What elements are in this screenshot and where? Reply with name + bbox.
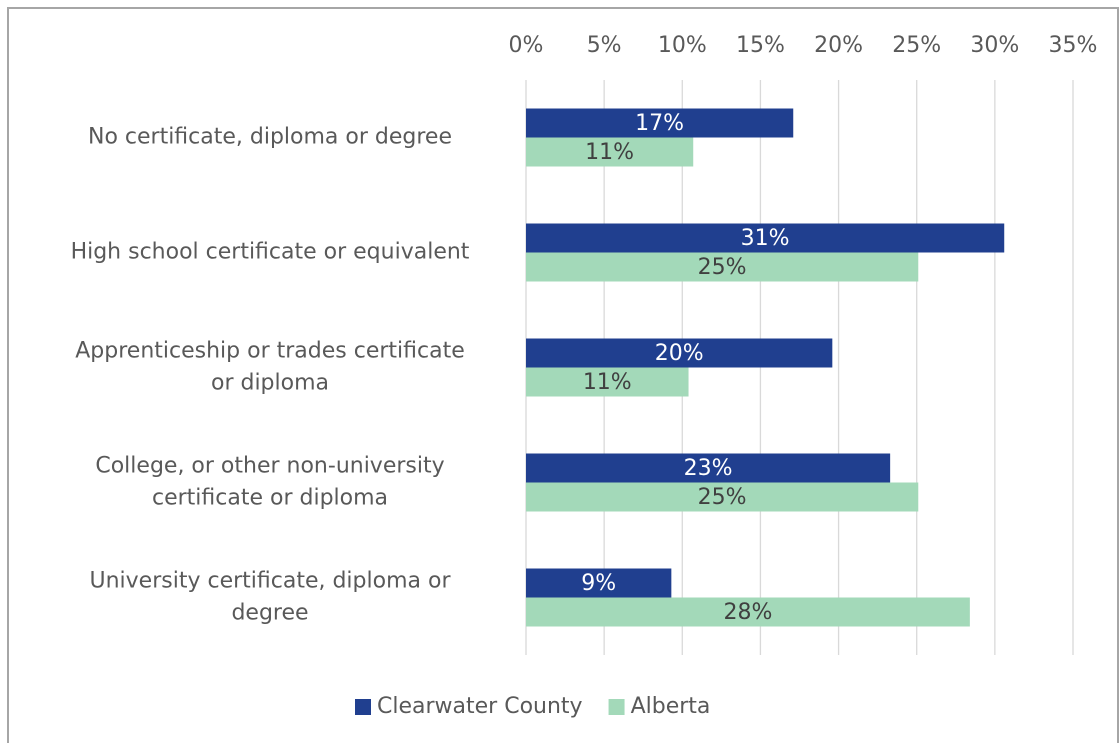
bar: [526, 252, 919, 282]
data-label: 9%: [581, 571, 616, 596]
y-tick-label: High school certificate or equivalent: [71, 240, 470, 265]
bar: [526, 223, 1005, 253]
data-label: 11%: [583, 370, 632, 395]
legend-swatch: [608, 699, 625, 715]
legend-swatch: [355, 699, 371, 715]
x-tick-label: 35%: [1049, 33, 1098, 58]
bar: [526, 338, 833, 368]
data-label: 25%: [698, 255, 747, 280]
data-label: 11%: [585, 140, 634, 165]
data-label: 28%: [723, 600, 772, 625]
legend-label: Clearwater County: [377, 694, 583, 719]
data-label: 17%: [635, 111, 684, 136]
data-label: 25%: [698, 485, 747, 510]
bar: [526, 568, 672, 598]
bar: [526, 108, 794, 138]
bar: [526, 137, 694, 167]
data-label: 20%: [655, 341, 704, 366]
x-tick-label: 20%: [814, 33, 863, 58]
y-tick-label: College, or other non-university certific…: [95, 454, 444, 511]
x-tick-label: 15%: [736, 33, 785, 58]
y-tick-label: No certificate, diploma or degree: [88, 125, 452, 150]
bar: [526, 482, 919, 512]
x-tick-label: 5%: [587, 33, 622, 58]
chart-border: [7, 7, 1119, 743]
x-tick-label: 30%: [970, 33, 1019, 58]
data-label: 23%: [684, 456, 733, 481]
bar: [526, 367, 689, 397]
data-label: 31%: [741, 226, 790, 251]
x-tick-label: 25%: [892, 33, 941, 58]
bar: [526, 453, 891, 483]
legend-label: Alberta: [631, 694, 711, 719]
x-tick-label: 0%: [509, 33, 544, 58]
bar: [526, 597, 970, 627]
x-tick-label: 10%: [658, 33, 707, 58]
y-tick-label: University certificate, diploma or degree: [90, 569, 452, 626]
y-tick-label: Apprenticeship or trades certificate or d…: [75, 339, 464, 396]
